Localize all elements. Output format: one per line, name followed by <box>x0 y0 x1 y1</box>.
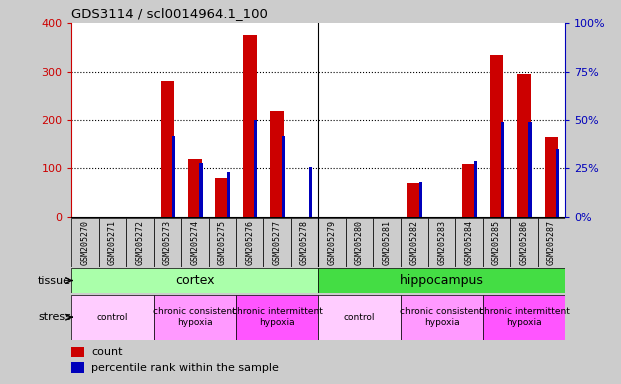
Bar <box>236 218 263 267</box>
Bar <box>501 122 504 217</box>
Bar <box>490 55 504 217</box>
Bar <box>291 218 318 267</box>
Bar <box>483 218 510 267</box>
Bar <box>236 295 319 340</box>
Text: cortex: cortex <box>175 274 215 287</box>
Bar <box>209 218 236 267</box>
Text: control: control <box>97 313 129 322</box>
Bar <box>199 163 202 217</box>
Bar <box>243 35 256 217</box>
Bar <box>318 268 565 293</box>
Bar <box>254 120 257 217</box>
Text: GSM205282: GSM205282 <box>410 220 419 265</box>
Bar <box>483 295 565 340</box>
Text: GSM205280: GSM205280 <box>355 220 364 265</box>
Text: GSM205286: GSM205286 <box>520 220 528 265</box>
Text: GSM205277: GSM205277 <box>273 220 281 265</box>
Bar <box>126 218 154 267</box>
Bar <box>318 218 346 267</box>
Text: chronic consistent
hypoxia: chronic consistent hypoxia <box>153 308 236 327</box>
Text: chronic intermittent
hypoxia: chronic intermittent hypoxia <box>232 308 322 327</box>
Bar <box>528 122 532 217</box>
Bar <box>188 159 202 217</box>
Bar <box>538 218 565 267</box>
Text: GSM205285: GSM205285 <box>492 220 501 265</box>
Bar <box>227 172 230 217</box>
Text: control: control <box>343 313 375 322</box>
Bar <box>346 218 373 267</box>
Text: GSM205274: GSM205274 <box>191 220 199 265</box>
Bar <box>99 218 126 267</box>
Bar <box>309 167 312 217</box>
Text: count: count <box>91 347 123 357</box>
Bar <box>71 218 99 267</box>
Bar <box>154 295 236 340</box>
Text: percentile rank within the sample: percentile rank within the sample <box>91 362 279 373</box>
Text: GSM205273: GSM205273 <box>163 220 172 265</box>
Text: GSM205287: GSM205287 <box>547 220 556 265</box>
Text: tissue: tissue <box>38 275 71 286</box>
Text: GSM205276: GSM205276 <box>245 220 254 265</box>
Bar <box>455 218 483 267</box>
Text: GSM205281: GSM205281 <box>383 220 391 265</box>
Text: GDS3114 / scl0014964.1_100: GDS3114 / scl0014964.1_100 <box>71 7 268 20</box>
Text: GSM205284: GSM205284 <box>465 220 474 265</box>
Bar <box>373 218 401 267</box>
Bar <box>172 136 175 217</box>
Bar <box>71 295 154 340</box>
Bar <box>71 268 318 293</box>
Bar <box>419 182 422 217</box>
Bar <box>407 183 421 217</box>
Text: stress: stress <box>38 312 71 322</box>
Bar <box>270 111 284 217</box>
Text: GSM205271: GSM205271 <box>108 220 117 265</box>
Bar <box>161 81 175 217</box>
Text: GSM205283: GSM205283 <box>437 220 446 265</box>
Bar <box>462 164 476 217</box>
Bar <box>545 137 558 217</box>
Bar <box>401 295 483 340</box>
Bar <box>510 218 538 267</box>
Text: chronic intermittent
hypoxia: chronic intermittent hypoxia <box>479 308 569 327</box>
Bar <box>181 218 209 267</box>
Text: GSM205270: GSM205270 <box>81 220 89 265</box>
Bar <box>517 74 531 217</box>
Bar <box>71 347 84 357</box>
Bar <box>428 218 455 267</box>
Text: GSM205278: GSM205278 <box>300 220 309 265</box>
Bar <box>71 362 84 373</box>
Bar <box>281 136 285 217</box>
Bar <box>556 149 559 217</box>
Text: GSM205279: GSM205279 <box>327 220 337 265</box>
Bar <box>215 178 229 217</box>
Text: GSM205275: GSM205275 <box>218 220 227 265</box>
Text: hippocampus: hippocampus <box>400 274 484 287</box>
Text: chronic consistent
hypoxia: chronic consistent hypoxia <box>401 308 483 327</box>
Bar <box>318 295 401 340</box>
Text: GSM205272: GSM205272 <box>135 220 145 265</box>
Bar <box>473 161 477 217</box>
Bar <box>154 218 181 267</box>
Bar <box>263 218 291 267</box>
Bar <box>401 218 428 267</box>
